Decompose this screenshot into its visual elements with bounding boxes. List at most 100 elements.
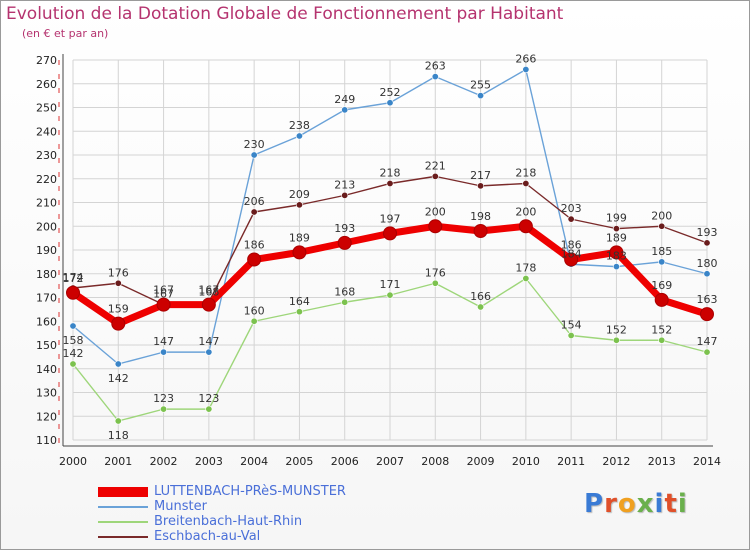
data-label-eschbach-au-val: 174 xyxy=(63,271,84,284)
proxiti-logo: Proxiti xyxy=(584,489,688,519)
data-point-luttenbach-pr-s-munster xyxy=(700,307,714,322)
data-point-munster xyxy=(431,73,439,81)
data-point-munster xyxy=(341,106,349,114)
y-tick-label: 200 xyxy=(36,220,57,233)
data-point-breitenbach-haut-rhin xyxy=(114,417,122,425)
series-group xyxy=(66,66,714,425)
data-point-munster xyxy=(703,270,711,278)
x-tick-label: 2007 xyxy=(376,455,404,468)
chart-subtitle: (en € et par an) xyxy=(22,27,109,40)
data-point-luttenbach-pr-s-munster xyxy=(111,316,126,331)
data-point-eschbach-au-val xyxy=(386,180,394,188)
data-point-munster xyxy=(114,360,122,368)
y-tick-label: 270 xyxy=(36,54,57,67)
x-tick-label: 2010 xyxy=(512,455,540,468)
data-label-eschbach-au-val: 218 xyxy=(515,167,536,180)
data-label-luttenbach-pr-s-munster: 159 xyxy=(108,303,129,316)
data-label-munster: 147 xyxy=(198,335,219,348)
data-label-munster: 180 xyxy=(697,257,718,270)
data-point-luttenbach-pr-s-munster xyxy=(518,219,533,234)
legend-swatch xyxy=(98,521,148,523)
data-point-eschbach-au-val xyxy=(431,172,439,180)
data-point-eschbach-au-val xyxy=(522,180,530,188)
data-point-luttenbach-pr-s-munster xyxy=(337,235,352,250)
legend-label: Munster xyxy=(154,499,207,514)
y-tick-label: 120 xyxy=(36,410,57,423)
data-label-breitenbach-haut-rhin: 123 xyxy=(153,392,174,405)
x-tick-label: 2004 xyxy=(240,455,268,468)
data-point-eschbach-au-val xyxy=(612,225,620,233)
data-point-eschbach-au-val xyxy=(114,279,122,287)
x-tick-label: 2013 xyxy=(648,455,676,468)
data-point-munster xyxy=(658,258,666,266)
data-point-munster xyxy=(160,348,168,356)
legend-item-eschbach: Eschbach-au-Val xyxy=(98,529,398,544)
data-label-luttenbach-pr-s-munster: 197 xyxy=(380,212,401,225)
data-point-eschbach-au-val xyxy=(703,239,711,247)
data-label-breitenbach-haut-rhin: 164 xyxy=(289,295,310,308)
data-label-munster: 183 xyxy=(606,250,627,263)
y-tick-label: 230 xyxy=(36,149,57,162)
y-tick-label: 110 xyxy=(36,434,57,447)
data-label-munster: 252 xyxy=(380,86,401,99)
logo-letter: r xyxy=(604,489,618,519)
data-label-eschbach-au-val: 199 xyxy=(606,212,627,225)
legend-swatch xyxy=(98,506,148,508)
y-tick-label: 250 xyxy=(36,102,57,115)
data-point-munster xyxy=(522,66,530,74)
data-label-munster: 263 xyxy=(425,60,446,73)
x-tick-label: 2008 xyxy=(421,455,449,468)
data-point-breitenbach-haut-rhin xyxy=(522,274,530,282)
data-point-munster xyxy=(69,322,77,330)
data-point-eschbach-au-val xyxy=(477,182,485,190)
logo-letter: P xyxy=(584,489,605,519)
data-label-munster: 142 xyxy=(108,372,129,385)
y-tick-label: 260 xyxy=(36,78,57,91)
data-label-breitenbach-haut-rhin: 176 xyxy=(425,266,446,279)
data-point-eschbach-au-val xyxy=(341,191,349,199)
data-point-breitenbach-haut-rhin xyxy=(386,291,394,299)
y-tick-label: 190 xyxy=(36,244,57,257)
data-label-breitenbach-haut-rhin: 118 xyxy=(108,429,129,442)
data-label-breitenbach-haut-rhin: 152 xyxy=(651,323,672,336)
data-label-luttenbach-pr-s-munster: 189 xyxy=(606,231,627,244)
data-label-luttenbach-pr-s-munster: 193 xyxy=(334,222,355,235)
data-point-breitenbach-haut-rhin xyxy=(160,405,168,413)
logo-letter: i xyxy=(654,489,665,519)
y-tick-label: 160 xyxy=(36,315,57,328)
data-label-eschbach-au-val: 213 xyxy=(334,178,355,191)
x-tick-label: 2009 xyxy=(467,455,495,468)
data-point-breitenbach-haut-rhin xyxy=(703,348,711,356)
logo-letter: t xyxy=(664,489,678,519)
data-point-luttenbach-pr-s-munster xyxy=(247,252,262,267)
data-point-munster xyxy=(250,151,258,159)
y-tick-label: 170 xyxy=(36,292,57,305)
y-tick-label: 150 xyxy=(36,339,57,352)
data-label-breitenbach-haut-rhin: 142 xyxy=(63,347,84,360)
data-label-munster: 230 xyxy=(244,138,265,151)
data-label-luttenbach-pr-s-munster: 198 xyxy=(470,210,491,223)
legend-label: Eschbach-au-Val xyxy=(154,529,261,544)
y-tick-label: 130 xyxy=(36,387,57,400)
data-label-munster: 255 xyxy=(470,79,491,92)
data-label-munster: 147 xyxy=(153,335,174,348)
legend-swatch xyxy=(98,536,148,538)
data-point-eschbach-au-val xyxy=(250,208,258,216)
data-point-luttenbach-pr-s-munster xyxy=(564,252,579,267)
data-label-eschbach-au-val: 200 xyxy=(651,209,672,222)
data-label-breitenbach-haut-rhin: 154 xyxy=(561,319,582,332)
data-point-breitenbach-haut-rhin xyxy=(69,360,77,368)
data-point-breitenbach-haut-rhin xyxy=(477,303,485,311)
data-point-luttenbach-pr-s-munster xyxy=(201,297,216,312)
data-point-breitenbach-haut-rhin xyxy=(567,331,575,339)
data-point-eschbach-au-val xyxy=(295,201,303,209)
data-label-breitenbach-haut-rhin: 147 xyxy=(697,335,718,348)
x-tick-label: 2003 xyxy=(195,455,223,468)
axes: 110 120 130 140 150 160 170 180 190 200 210 220 230 2… xyxy=(36,54,721,468)
data-label-breitenbach-haut-rhin: 178 xyxy=(515,262,536,275)
x-tick-label: 2014 xyxy=(693,455,721,468)
data-label-eschbach-au-val: 176 xyxy=(108,266,129,279)
data-label-breitenbach-haut-rhin: 166 xyxy=(470,290,491,303)
